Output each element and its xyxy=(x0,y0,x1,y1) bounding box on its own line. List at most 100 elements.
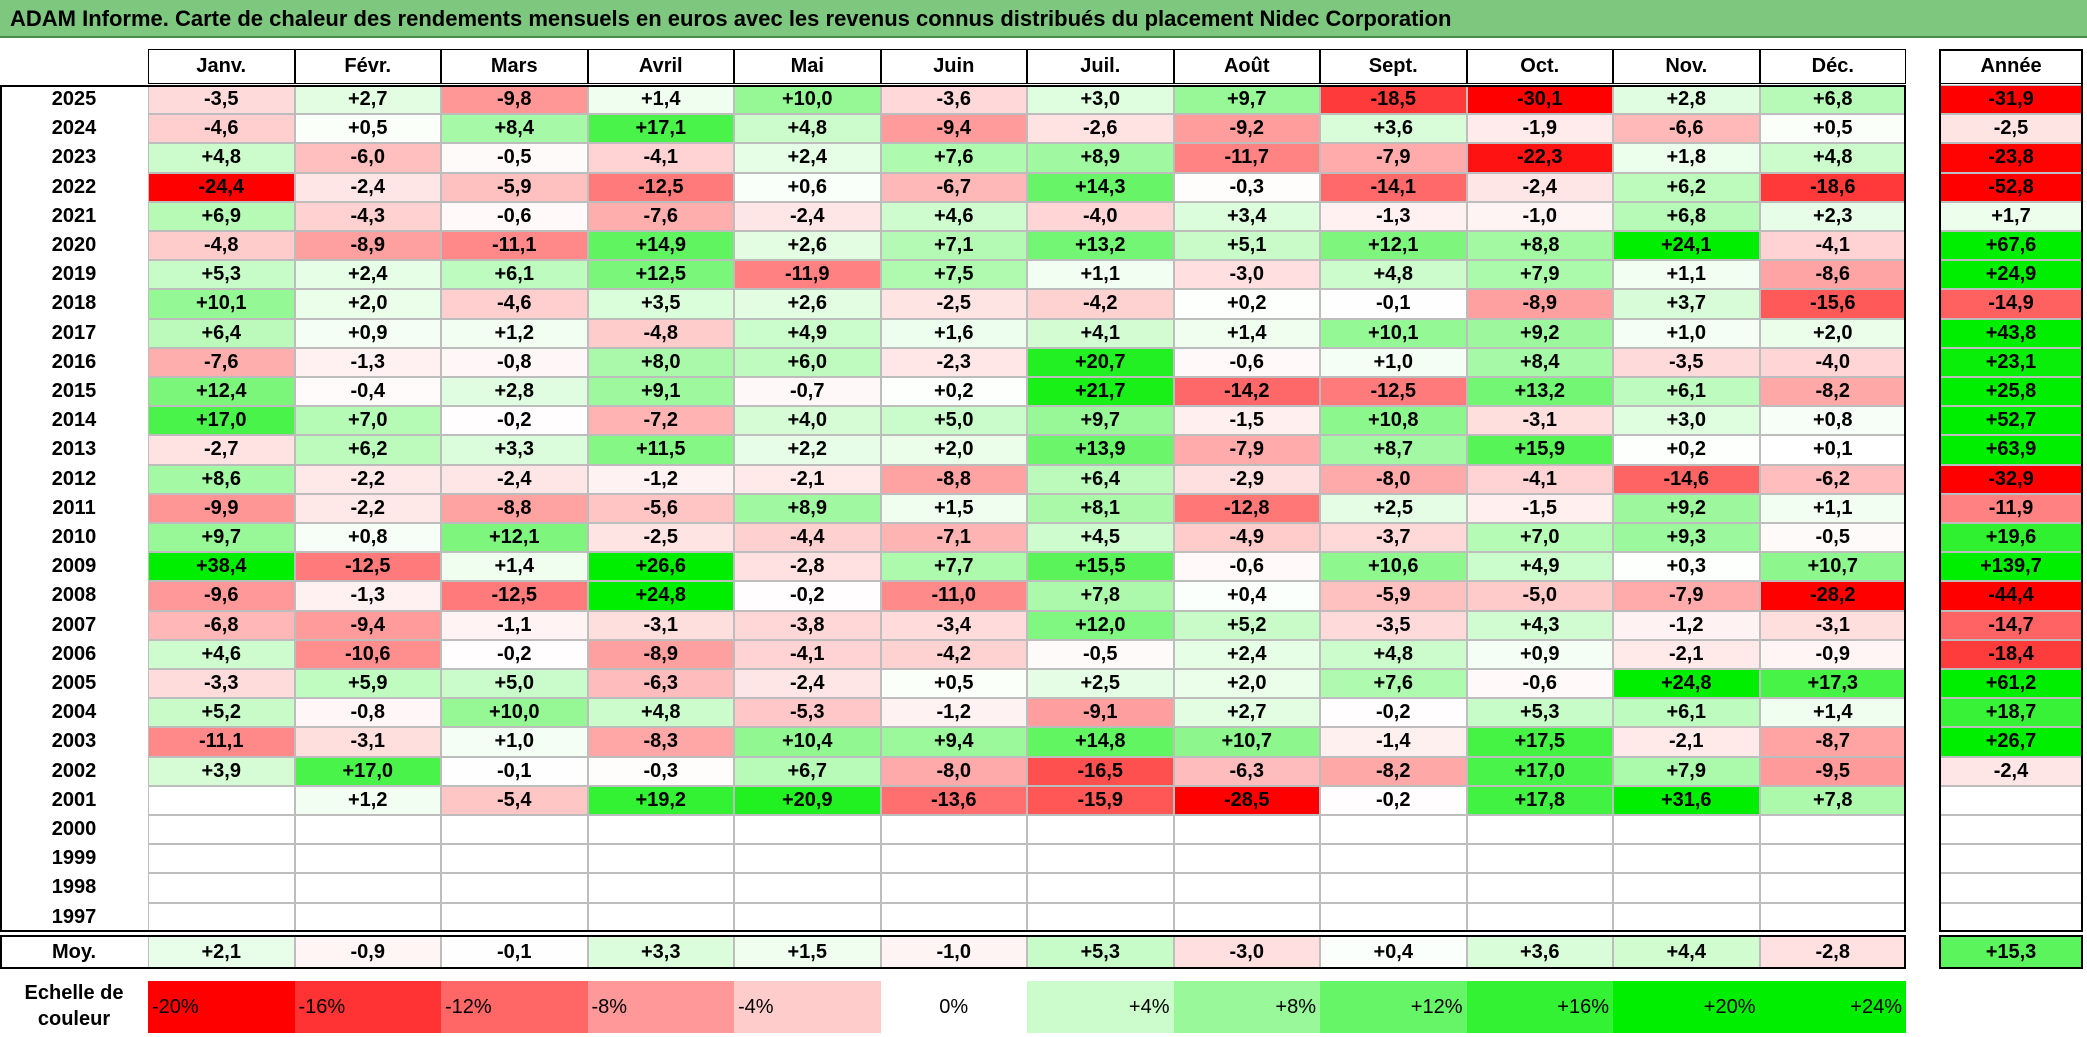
heatmap-cell: +10,4 xyxy=(734,727,881,757)
heatmap-cell: +7,0 xyxy=(294,406,441,436)
heatmap-cell: +1,8 xyxy=(1613,143,1760,173)
heatmap-cell: -1,1 xyxy=(441,610,588,640)
heatmap-cell xyxy=(441,873,588,903)
heatmap-cell: +3,5 xyxy=(587,289,734,319)
heatmap-cell xyxy=(1027,844,1174,874)
heatmap-cell: +19,2 xyxy=(587,785,734,815)
heatmap-cell: -5,0 xyxy=(1466,581,1613,611)
year-label: 2010 xyxy=(51,526,97,549)
year-label: 2022 xyxy=(51,175,97,198)
heatmap-cell: +8,4 xyxy=(1466,347,1613,377)
year-label: 2020 xyxy=(51,234,97,257)
heatmap-cell: -0,3 xyxy=(587,756,734,786)
heatmap-cell: +7,0 xyxy=(1466,523,1613,553)
heatmap-cell: -7,1 xyxy=(880,523,1027,553)
year-label: 2015 xyxy=(51,380,97,403)
heatmap-cell: +1,1 xyxy=(1759,493,1906,523)
heatmap-cell: -3,3 xyxy=(148,669,295,699)
heatmap-cell: -6,3 xyxy=(1173,756,1320,786)
heatmap-cell: -8,2 xyxy=(1320,756,1467,786)
heatmap-cell: +11,5 xyxy=(587,435,734,465)
heatmap-cell: -3,1 xyxy=(294,727,441,757)
heatmap-cell: -6,6 xyxy=(1613,114,1760,144)
annual-cell: -2,4 xyxy=(1939,756,2083,786)
heatmap-cell: +17,0 xyxy=(148,406,295,436)
heatmap-cell: +6,0 xyxy=(734,347,881,377)
heatmap-cell: +2,4 xyxy=(734,143,881,173)
heatmap-cell xyxy=(1466,873,1613,903)
heatmap-cell: +0,2 xyxy=(1173,289,1320,319)
heatmap-cell xyxy=(1759,815,1906,845)
heatmap-cell: -0,9 xyxy=(1759,639,1906,669)
annual-cell: +23,1 xyxy=(1939,347,2083,377)
heatmap-cell: +4,8 xyxy=(1759,143,1906,173)
heatmap-cell xyxy=(1027,902,1174,932)
heatmap-cell: -7,9 xyxy=(1613,581,1760,611)
heatmap-cell: -9,2 xyxy=(1173,114,1320,144)
heatmap-cell: +12,5 xyxy=(587,260,734,290)
heatmap-cell: +6,8 xyxy=(1759,85,1906,115)
heatmap-cell: -5,6 xyxy=(587,493,734,523)
annual-cell: -14,7 xyxy=(1939,610,2083,640)
year-label: 2006 xyxy=(51,642,97,665)
heatmap-cell: +5,0 xyxy=(880,406,1027,436)
heatmap-cell: +8,7 xyxy=(1320,435,1467,465)
heatmap-cell: +10,1 xyxy=(1320,318,1467,348)
heatmap-cell: +2,0 xyxy=(880,435,1027,465)
year-label: 2021 xyxy=(51,204,97,227)
heatmap-cell xyxy=(1320,873,1467,903)
heatmap-cell: +2,8 xyxy=(441,377,588,407)
heatmap-cell: -8,9 xyxy=(587,639,734,669)
color-scale-cell: +24% xyxy=(1759,981,1906,1033)
heatmap-cell: -12,8 xyxy=(1173,493,1320,523)
heatmap-cell: +2,3 xyxy=(1759,201,1906,231)
heatmap-cell xyxy=(1466,902,1613,932)
heatmap-cell: -11,0 xyxy=(880,581,1027,611)
color-scale-cell: +4% xyxy=(1027,981,1174,1033)
heatmap-cell: +12,4 xyxy=(148,377,295,407)
heatmap-cell: -4,1 xyxy=(587,143,734,173)
heatmap-cell: +13,2 xyxy=(1027,231,1174,261)
heatmap-cell: +1,1 xyxy=(1613,260,1760,290)
heatmap-cell: +1,4 xyxy=(1759,698,1906,728)
month-header: Avril xyxy=(587,49,734,84)
heatmap-cell: +10,7 xyxy=(1173,727,1320,757)
heatmap-cell xyxy=(880,815,1027,845)
heatmap-cell: -2,1 xyxy=(1613,639,1760,669)
heatmap-cell: -3,1 xyxy=(1466,406,1613,436)
heatmap-cell: +2,5 xyxy=(1320,493,1467,523)
annual-cell: +43,8 xyxy=(1939,318,2083,348)
heatmap-cell: -1,2 xyxy=(1613,610,1760,640)
annual-cell: -2,5 xyxy=(1939,114,2083,144)
heatmap-cell: +10,0 xyxy=(441,698,588,728)
heatmap-cell: +24,1 xyxy=(1613,231,1760,261)
heatmap-cell: -10,6 xyxy=(294,639,441,669)
month-header: Juil. xyxy=(1027,49,1174,84)
heatmap-cell: +4,6 xyxy=(148,639,295,669)
heatmap-cell: -28,5 xyxy=(1173,785,1320,815)
year-label: 1999 xyxy=(51,847,97,870)
heatmap-cell: +4,8 xyxy=(1320,639,1467,669)
year-label: 2005 xyxy=(51,672,97,695)
heatmap-cell xyxy=(294,844,441,874)
month-header: Janv. xyxy=(148,49,295,84)
year-label: 2025 xyxy=(51,88,97,111)
heatmap-cell: -0,5 xyxy=(1759,523,1906,553)
heatmap-cell: +9,1 xyxy=(587,377,734,407)
annual-cell: +63,9 xyxy=(1939,435,2083,465)
heatmap-cell: +2,0 xyxy=(1173,669,1320,699)
heatmap-cell: +7,8 xyxy=(1027,581,1174,611)
heatmap-cell: -0,4 xyxy=(294,377,441,407)
annual-cell: +139,7 xyxy=(1939,552,2083,582)
heatmap-cell: +3,7 xyxy=(1613,289,1760,319)
heatmap-cell: -6,0 xyxy=(294,143,441,173)
heatmap-cell: +17,5 xyxy=(1466,727,1613,757)
heatmap-cell: -0,5 xyxy=(1027,639,1174,669)
year-label: 1997 xyxy=(51,905,97,928)
heatmap-cell: +3,0 xyxy=(1613,406,1760,436)
heatmap-cell: -2,7 xyxy=(148,435,295,465)
heatmap-cell: -9,6 xyxy=(148,581,295,611)
heatmap-cell: +6,4 xyxy=(148,318,295,348)
heatmap-cell: -1,5 xyxy=(1173,406,1320,436)
heatmap-cell xyxy=(148,785,295,815)
